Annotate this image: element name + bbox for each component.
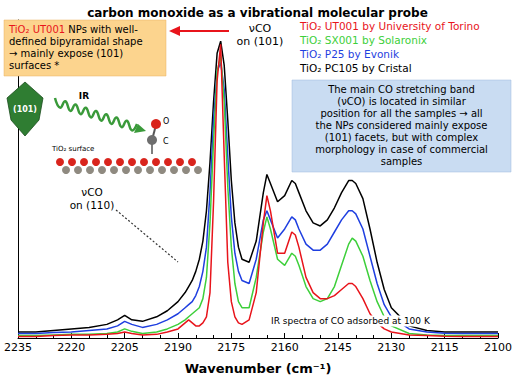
svg-text:TiO₂ UT001 by University of To: TiO₂ UT001 by University of Torino (299, 20, 480, 32)
svg-text:TiO₂ UT001: TiO₂ UT001 (8, 24, 65, 35)
svg-text:surfaces *: surfaces * (9, 60, 59, 71)
svg-text:2145: 2145 (324, 341, 352, 354)
svg-text:2160: 2160 (271, 341, 299, 354)
svg-text:TiO₂ PC105 by Cristal: TiO₂ PC105 by Cristal (299, 62, 412, 74)
svg-text:(101): (101) (13, 105, 37, 114)
svg-text:morphology in case of commerci: morphology in case of commercial (315, 144, 488, 155)
svg-text:(101) facets, but with complex: (101) facets, but with complex (325, 132, 478, 143)
svg-text:2220: 2220 (57, 341, 85, 354)
svg-text:IR spectra of CO adsorbed at 1: IR spectra of CO adsorbed at 100 K (271, 316, 431, 326)
svg-text:2115: 2115 (431, 341, 459, 354)
svg-text:2205: 2205 (111, 341, 139, 354)
svg-text:defined bipyramidal shape: defined bipyramidal shape (9, 36, 143, 47)
svg-text:The main CO stretching band: The main CO stretching band (327, 84, 475, 95)
svg-text:TiO₂ SX001 by Solaronix: TiO₂ SX001 by Solaronix (299, 34, 427, 46)
svg-text:(νCO) is located in similar: (νCO) is located in similar (337, 96, 466, 107)
svg-text:Wavenumber (cm⁻¹): Wavenumber (cm⁻¹) (185, 361, 332, 376)
svg-text:samples: samples (381, 156, 423, 167)
svg-text:2235: 2235 (4, 341, 32, 354)
svg-text:2130: 2130 (377, 341, 405, 354)
svg-text:the NPs considered mainly expo: the NPs considered mainly expose (316, 120, 488, 131)
svg-text:→ mainly expose (101): → mainly expose (101) (9, 48, 123, 59)
svg-text:NPs with well-: NPs with well- (65, 24, 138, 35)
svg-text:νCO: νCO (81, 186, 102, 198)
svg-text:carbon monoxide as a vibration: carbon monoxide as a vibrational molecul… (87, 6, 428, 20)
svg-text:2100: 2100 (484, 341, 512, 354)
svg-text:on (101): on (101) (237, 35, 284, 48)
svg-text:O: O (163, 117, 169, 126)
svg-text:TiO₂ surface: TiO₂ surface (51, 145, 94, 153)
svg-text:2175: 2175 (217, 341, 245, 354)
svg-text:TiO₂ P25 by Evonik: TiO₂ P25 by Evonik (299, 48, 400, 60)
svg-text:on (110): on (110) (70, 199, 115, 211)
svg-text:position for all the samples →: position for all the samples → all (320, 108, 482, 119)
svg-text:2190: 2190 (164, 341, 192, 354)
svg-text:νCO: νCO (249, 22, 272, 35)
svg-text:IR: IR (79, 91, 89, 101)
svg-text:C: C (163, 137, 169, 146)
